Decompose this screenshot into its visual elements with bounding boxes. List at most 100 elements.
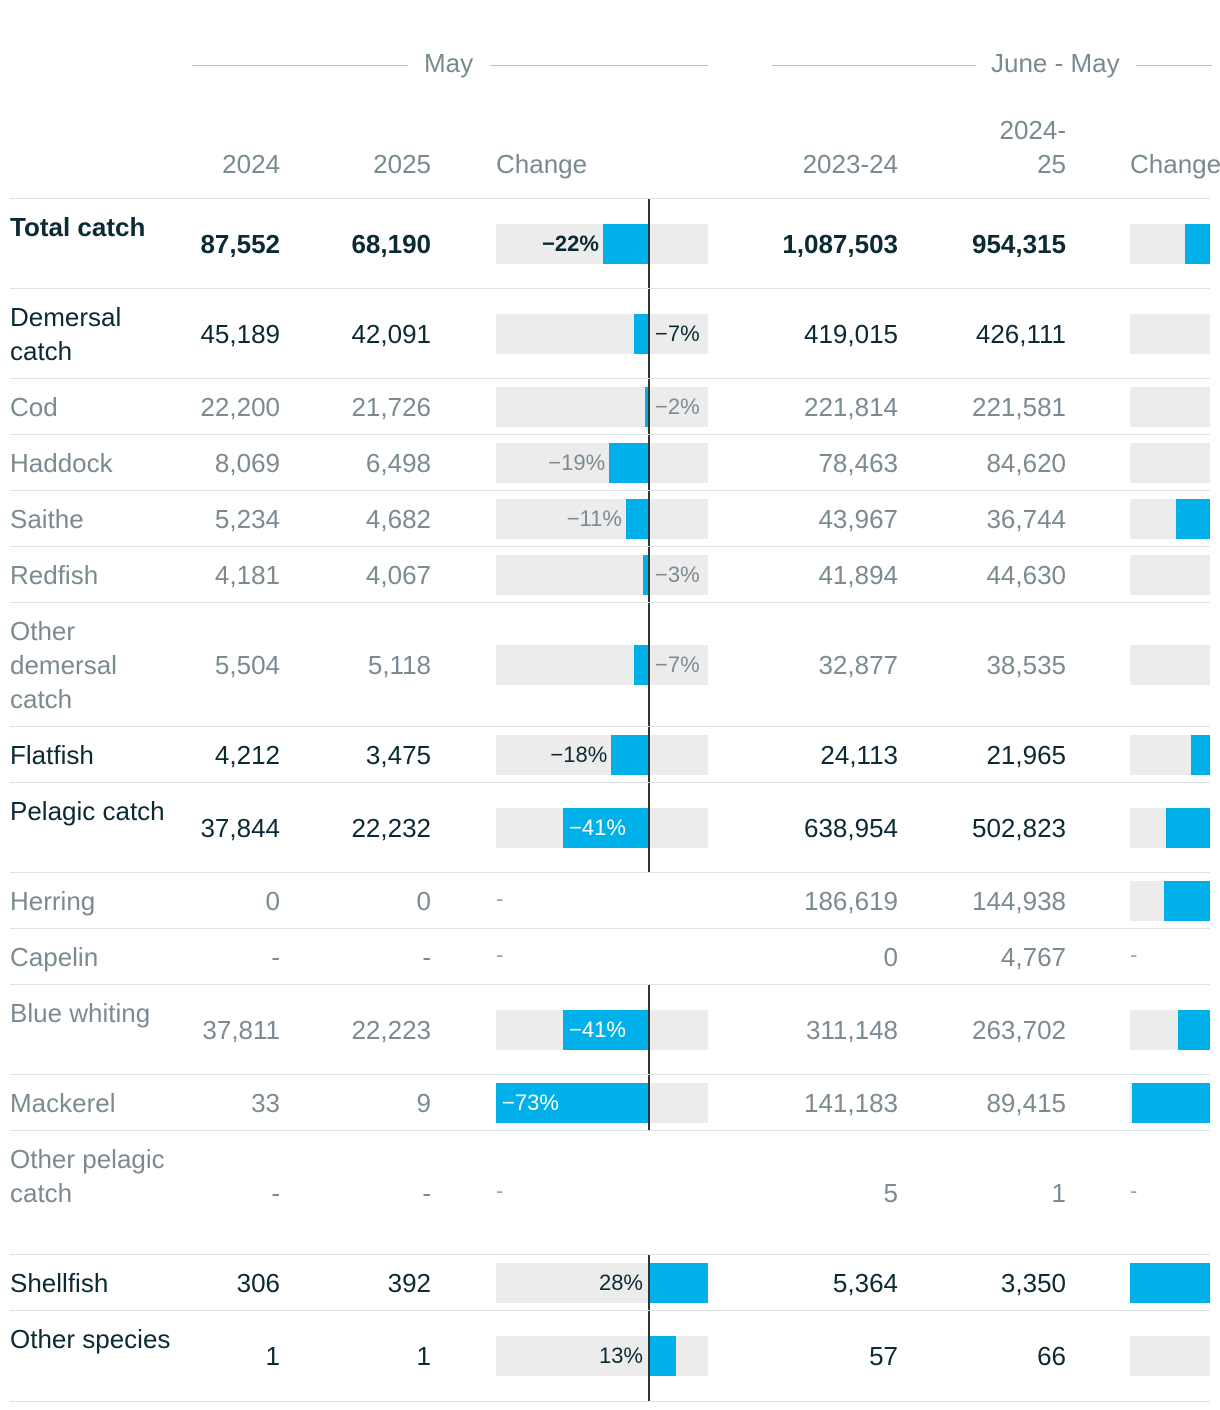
value-2023-24: 186,619 <box>804 886 898 916</box>
value-2023-24: 43,967 <box>818 504 898 534</box>
row-name: Flatfish <box>10 740 94 770</box>
value-2023-24: 32,877 <box>818 650 898 680</box>
change-track <box>496 735 708 775</box>
table-row: Other species 1 1 57 66 13% <box>10 1310 1210 1402</box>
row-name: Saithe <box>10 504 84 534</box>
value-2023-24: 0 <box>883 942 898 972</box>
change-label: −2% <box>655 394 700 419</box>
table-row: Demersal catch 45,189 42,091 419,015 426,111… <box>10 288 1210 379</box>
value-may-2025: 22,223 <box>351 1015 431 1045</box>
value-may-2024: - <box>271 942 280 972</box>
change-bar <box>602 224 649 264</box>
table-row: Flatfish 4,212 3,475 24,113 21,965 −18% <box>10 726 1210 783</box>
change-label: −7% <box>655 652 700 677</box>
zero-axis <box>648 603 650 727</box>
change-bar <box>642 555 649 595</box>
table-row: Capelin - - 0 4,767 - - <box>10 928 1210 985</box>
row-name: Redfish <box>10 560 99 590</box>
col-header-2024-25-line2: 25 <box>1037 149 1066 179</box>
zero-axis <box>648 1311 650 1401</box>
value-2024-25: 502,823 <box>972 813 1066 843</box>
change2-bar <box>1132 1083 1210 1123</box>
value-may-2024: 37,811 <box>202 1015 280 1045</box>
change2-dash: - <box>1130 1178 1138 1203</box>
value-may-2024: 0 <box>265 886 280 916</box>
change2-bar <box>1163 881 1210 921</box>
value-may-2025: 5,118 <box>367 650 431 680</box>
row-name: Shellfish <box>10 1268 109 1298</box>
change-bar <box>611 735 649 775</box>
row-name: Total catch <box>10 212 146 242</box>
change-label: −18% <box>550 742 608 767</box>
value-2024-25: 89,415 <box>986 1088 1066 1118</box>
change2-track <box>1130 387 1210 427</box>
value-2024-25: 44,630 <box>986 560 1066 590</box>
value-may-2025: 4,067 <box>365 560 431 590</box>
change-track <box>496 387 708 427</box>
value-2024-25: 4,767 <box>1000 942 1066 972</box>
change-label: 28% <box>598 1270 643 1295</box>
value-2023-24: 5 <box>883 1178 898 1208</box>
value-2024-25: 1 <box>1051 1178 1066 1208</box>
change-bar <box>649 1336 677 1376</box>
zero-axis <box>648 491 650 547</box>
change-track <box>496 555 708 595</box>
table-row: Pelagic catch 37,844 22,232 638,954 502,823 −… <box>10 782 1210 873</box>
change-bar <box>634 314 649 354</box>
change-bar <box>563 808 649 848</box>
change-bar <box>496 1083 649 1123</box>
value-may-2024: 5,504 <box>214 650 280 680</box>
change-track <box>496 224 708 264</box>
value-may-2025: 0 <box>416 886 431 916</box>
table-row: Saithe 5,234 4,682 43,967 36,744 −11% <box>10 490 1210 547</box>
row-name: Capelin <box>10 942 99 972</box>
value-2023-24: 141,183 <box>804 1088 898 1118</box>
zero-axis <box>648 435 650 491</box>
group-header-may-label: May <box>424 48 474 78</box>
value-2023-24: 78,463 <box>818 448 898 478</box>
value-2023-24: 638,954 <box>804 813 898 843</box>
change-track <box>496 499 708 539</box>
table-row: Total catch 87,552 68,190 1,087,503 954,315 −… <box>10 198 1210 289</box>
value-may-2025: 3,475 <box>365 740 431 770</box>
group-header-may: May <box>192 48 708 82</box>
change2-bar <box>1130 1263 1210 1303</box>
change2-track <box>1130 314 1210 354</box>
col-header-2025: 2025 <box>373 149 431 179</box>
change2-track <box>1130 1336 1210 1376</box>
value-may-2025: 9 <box>416 1088 431 1118</box>
zero-axis <box>648 379 650 435</box>
zero-axis <box>648 547 650 603</box>
change2-track <box>1130 555 1210 595</box>
zero-axis <box>648 1075 650 1131</box>
row-name: Herring <box>10 886 96 916</box>
value-2023-24: 1,087,503 <box>782 229 898 259</box>
value-may-2024: 8,069 <box>214 448 280 478</box>
value-2023-24: 57 <box>869 1341 898 1371</box>
row-name: Pelagic catch <box>10 796 165 826</box>
row-name: Other demersal catch <box>10 616 117 714</box>
table-row: Redfish 4,181 4,067 41,894 44,630 −3% <box>10 546 1210 603</box>
value-may-2024: - <box>271 1178 280 1208</box>
value-may-2024: 1 <box>265 1341 280 1371</box>
value-may-2025: 1 <box>416 1341 431 1371</box>
col-header-change: Change <box>496 149 588 179</box>
table-row: Blue whiting 37,811 22,223 311,148 263,702 −4… <box>10 984 1210 1075</box>
value-2023-24: 41,894 <box>818 560 898 590</box>
table-row: Other pelagic catch - - 5 1 - - <box>10 1130 1210 1255</box>
change-label: −22% <box>542 231 599 256</box>
change-track <box>496 645 708 685</box>
change-label: −3% <box>655 562 700 587</box>
value-2024-25: 144,938 <box>972 886 1066 916</box>
table-row: Herring 0 0 186,619 144,938 - <box>10 872 1210 929</box>
change-label: −7% <box>655 321 700 346</box>
value-may-2024: 87,552 <box>200 229 280 259</box>
value-may-2025: - <box>422 942 431 972</box>
change-dash: - <box>496 942 504 967</box>
value-2023-24: 24,113 <box>820 740 898 770</box>
change2-bar <box>1191 735 1210 775</box>
value-2024-25: 36,744 <box>986 504 1066 534</box>
change-bar <box>644 387 649 427</box>
col-header-change-2: Change <box>1130 149 1220 179</box>
row-name: Other pelagic catch <box>10 1144 165 1208</box>
